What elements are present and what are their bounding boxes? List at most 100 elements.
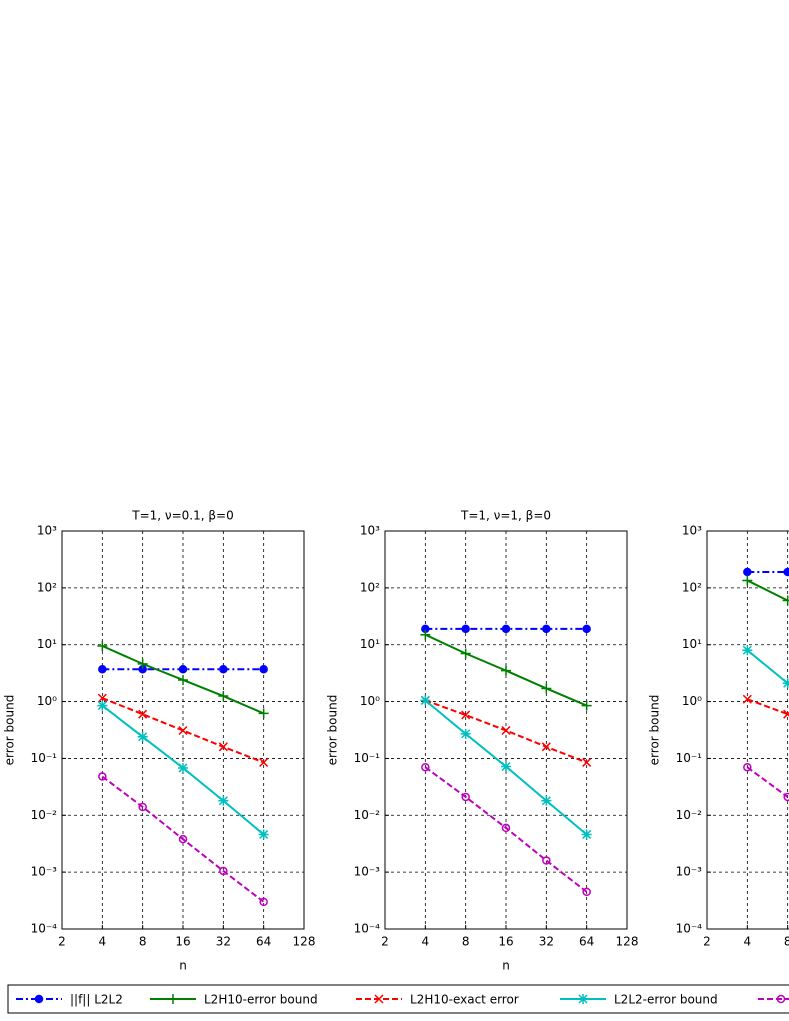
marker xyxy=(178,762,188,773)
y-tick-label: 10⁻³ xyxy=(31,865,58,879)
marker xyxy=(137,731,148,742)
legend-marker xyxy=(776,994,786,1004)
legend-label: L2L2-error bound xyxy=(614,993,718,1007)
y-tick-label: 10⁻³ xyxy=(354,865,381,879)
legend-marker xyxy=(34,994,44,1004)
x-axis-label: n xyxy=(502,959,510,973)
legend-marker xyxy=(168,994,178,1004)
x-tick-label: 4 xyxy=(744,935,752,949)
legend-box xyxy=(7,984,789,1014)
marker xyxy=(259,897,268,907)
y-tick-label: 10⁻² xyxy=(676,808,703,822)
marker xyxy=(501,624,511,634)
marker xyxy=(742,645,753,656)
marker xyxy=(582,757,592,767)
series-line xyxy=(746,649,789,685)
y-tick-label: 10⁰ xyxy=(360,694,380,708)
y-tick-label: 10¹ xyxy=(682,637,702,651)
y-tick-label: 10¹ xyxy=(360,637,380,651)
chart-title: T=1, ν=0.1, β=0 xyxy=(131,509,233,523)
marker xyxy=(258,708,269,719)
marker xyxy=(218,742,228,752)
marker xyxy=(541,795,552,806)
marker xyxy=(742,694,752,704)
marker xyxy=(582,887,591,897)
y-tick-label: 10⁻¹ xyxy=(676,751,703,765)
y-tick-label: 10¹ xyxy=(37,637,57,651)
marker xyxy=(542,856,551,865)
marker xyxy=(782,595,789,606)
y-tick-label: 10² xyxy=(682,580,702,594)
y-tick-label: 10⁻⁴ xyxy=(676,922,703,936)
legend-label: ||f|| L2L2 xyxy=(70,993,123,1007)
marker xyxy=(461,624,470,634)
marker xyxy=(501,823,511,833)
marker xyxy=(783,709,789,719)
y-tick-label: 10⁰ xyxy=(682,694,702,708)
marker xyxy=(259,757,269,767)
legend-marker xyxy=(578,994,588,1004)
marker xyxy=(219,665,228,674)
marker xyxy=(97,640,108,651)
y-tick-label: 10⁻² xyxy=(354,808,381,822)
x-tick-label: 16 xyxy=(175,935,190,949)
marker xyxy=(581,829,592,840)
marker xyxy=(461,792,470,802)
y-axis-label: error bound xyxy=(3,695,17,766)
marker xyxy=(460,728,471,739)
marker xyxy=(782,678,789,689)
marker xyxy=(178,674,188,685)
y-tick-label: 10² xyxy=(360,580,380,594)
series-line xyxy=(424,766,588,893)
x-tick-label: 8 xyxy=(462,935,470,949)
marker xyxy=(97,693,107,703)
y-tick-label: 10³ xyxy=(37,524,57,538)
marker xyxy=(742,575,753,586)
y-tick-label: 10⁻⁴ xyxy=(354,922,381,936)
marker xyxy=(420,629,431,640)
y-tick-label: 10³ xyxy=(682,524,702,538)
marker xyxy=(420,695,431,706)
marker xyxy=(541,683,552,694)
marker xyxy=(501,761,511,772)
x-tick-label: 64 xyxy=(256,935,271,949)
marker xyxy=(783,792,789,802)
y-tick-label: 10⁻² xyxy=(31,808,58,822)
chart-title: T=1, ν=1, β=0 xyxy=(460,509,551,523)
y-tick-label: 10² xyxy=(37,580,57,594)
marker xyxy=(178,834,188,844)
legend-label: L2H10-error bound xyxy=(204,993,318,1007)
series-line xyxy=(101,775,265,903)
y-tick-label: 10³ xyxy=(360,524,380,538)
y-axis-label: error bound xyxy=(326,695,340,766)
marker xyxy=(501,665,511,676)
series-line xyxy=(746,766,789,798)
marker xyxy=(581,700,592,711)
marker xyxy=(541,742,551,752)
plot-area xyxy=(742,567,789,802)
marker xyxy=(97,700,108,711)
x-tick-label: 2 xyxy=(381,935,389,949)
axes-frame xyxy=(706,530,789,930)
marker xyxy=(219,866,228,876)
y-tick-label: 10⁻¹ xyxy=(31,751,58,765)
series-line xyxy=(746,579,789,602)
x-tick-label: 4 xyxy=(422,935,430,949)
y-tick-label: 10⁻¹ xyxy=(354,751,381,765)
marker xyxy=(421,762,430,772)
marker xyxy=(98,772,107,781)
y-tick-label: 10⁻⁴ xyxy=(31,922,58,936)
marker xyxy=(218,795,229,806)
marker xyxy=(98,665,107,674)
x-tick-label: 4 xyxy=(99,935,107,949)
marker xyxy=(542,624,551,634)
axes-bg xyxy=(707,531,789,929)
legend-marker xyxy=(374,994,384,1004)
marker xyxy=(783,567,789,577)
plot-area xyxy=(420,624,592,897)
marker xyxy=(501,725,511,736)
marker xyxy=(138,709,148,719)
marker xyxy=(258,829,269,840)
